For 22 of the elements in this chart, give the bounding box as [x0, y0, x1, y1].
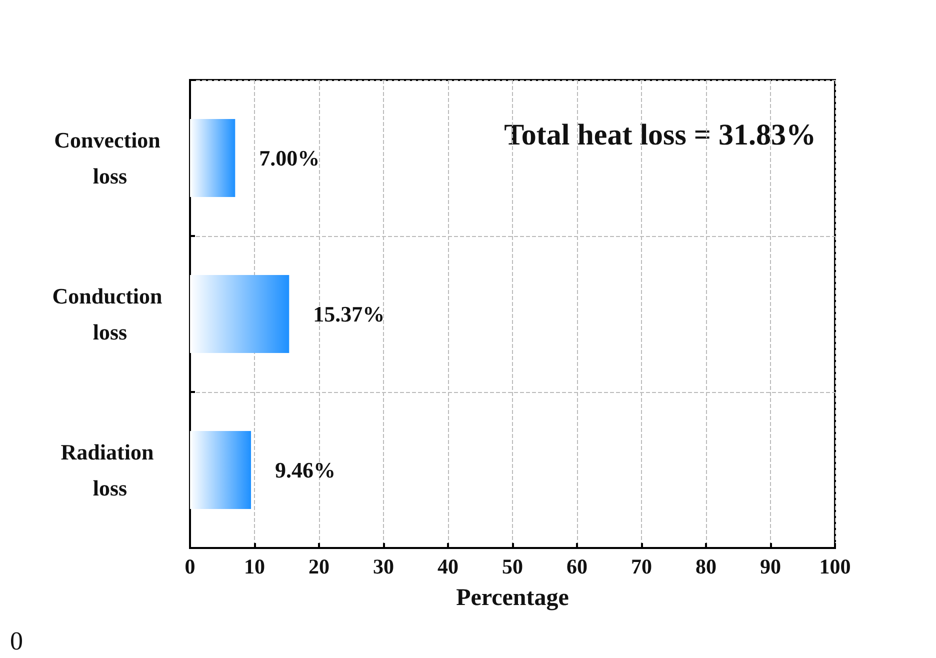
x-tick-label: 0 — [184, 554, 196, 578]
x-tick-label: 10 — [244, 554, 265, 578]
text: 0 — [10, 626, 23, 656]
x-tick-label: 70 — [631, 554, 652, 578]
x-tick-label: 90 — [760, 554, 781, 578]
data-label: 9.46% — [275, 458, 336, 482]
x-tick-label: 30 — [373, 554, 394, 578]
y-tick-label: Convection loss — [54, 128, 166, 188]
y-tick-label: Conduction loss — [52, 284, 168, 344]
x-tick-label: 20 — [308, 554, 330, 578]
bar — [190, 275, 290, 353]
x-tick-label: 100 — [819, 554, 851, 578]
data-label: 15.37% — [313, 302, 385, 326]
bar — [190, 431, 252, 509]
data-label: 7.00% — [259, 146, 320, 170]
y-tick-label: Radiation loss — [60, 440, 160, 500]
x-tick-label: 50 — [502, 554, 523, 578]
x-tick-label: 60 — [566, 554, 588, 578]
x-tick-label: 40 — [438, 554, 458, 578]
x-tick-label: 80 — [696, 554, 716, 578]
bar — [190, 119, 236, 197]
x-axis-title: Percentage — [456, 585, 570, 611]
